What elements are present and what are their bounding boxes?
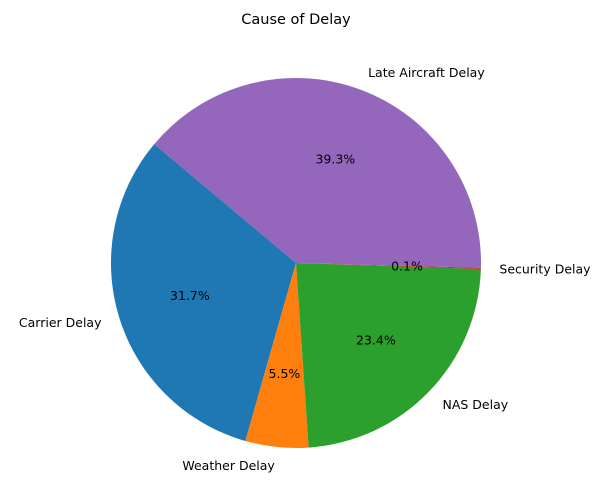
chart-title: Cause of Delay (241, 12, 351, 28)
percent-labels: 31.7% 5.5% 23.4% 0.1% 39.3% (170, 152, 423, 381)
percent-label-carrier-delay: 31.7% (170, 288, 210, 303)
label-nas-delay: NAS Delay (443, 397, 509, 412)
pie-slices (110, 77, 482, 449)
slice-security-delay (296, 263, 481, 269)
percent-label-weather-delay: 5.5% (269, 366, 301, 381)
percent-label-late-aircraft-delay: 39.3% (315, 152, 355, 167)
label-weather-delay: Weather Delay (182, 458, 275, 473)
slice-weather-delay (245, 263, 309, 449)
label-late-aircraft-delay: Late Aircraft Delay (368, 65, 485, 80)
slice-nas-delay (296, 263, 481, 448)
percent-label-nas-delay: 23.4% (356, 333, 396, 348)
label-carrier-delay: Carrier Delay (19, 315, 102, 330)
slice-late-aircraft-delay (154, 77, 482, 268)
category-labels: Carrier Delay Weather Delay NAS Delay Secur… (19, 65, 591, 473)
label-security-delay: Security Delay (499, 261, 591, 276)
percent-label-security-delay: 0.1% (391, 259, 423, 274)
slice-carrier-delay (110, 144, 296, 441)
